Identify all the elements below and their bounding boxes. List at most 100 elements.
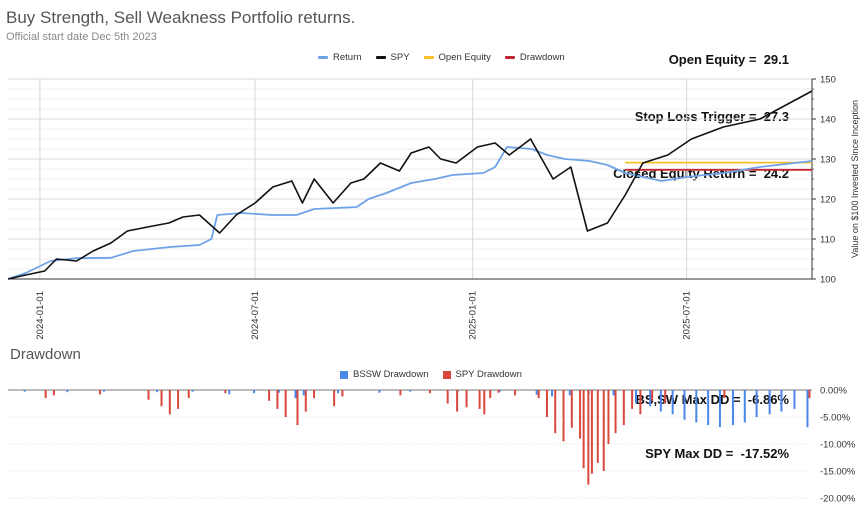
drawdown-bar: [497, 390, 500, 393]
drawdown-bar: [268, 390, 271, 401]
y-tick-label: -20.00%: [820, 494, 856, 505]
drawdown-bar: [590, 390, 593, 474]
drawdown-bar: [537, 390, 540, 399]
drawdown-bar: [651, 390, 654, 401]
drawdown-bar: [483, 390, 486, 415]
drawdown-bar: [718, 390, 721, 428]
drawdown-bar: [102, 390, 105, 392]
drawdown-bar: [399, 390, 402, 396]
series-bars-bssw-drawdown: [23, 390, 809, 428]
drawdown-bar: [631, 390, 634, 409]
y-tick-label: 140: [820, 115, 836, 126]
drawdown-bar: [277, 390, 280, 393]
drawdown-bar: [568, 390, 571, 396]
drawdown-bar: [671, 390, 674, 415]
line-chart-grid: [8, 78, 812, 280]
drawdown-bar: [228, 390, 231, 395]
y-tick-label: 150: [820, 75, 836, 86]
series-line-return: [7, 146, 813, 280]
legend-label: SPY Drawdown: [455, 369, 522, 380]
y-tick-label: 130: [820, 155, 836, 166]
drawdown-section-title: Drawdown: [10, 346, 81, 363]
legend-item-spy[interactable]: SPY: [375, 52, 410, 63]
legend-label: Return: [333, 52, 362, 63]
y-tick-label: 0.00%: [820, 386, 847, 397]
drawdown-bar: [187, 390, 190, 399]
drawdown-bar: [337, 390, 340, 394]
stop-loss-stat: Stop Loss Trigger = 27.3: [634, 109, 789, 124]
drawdown-bar: [313, 390, 316, 399]
drawdown-bar: [535, 390, 538, 395]
drawdown-bar: [596, 390, 599, 463]
drawdown-bar: [612, 390, 615, 396]
legend-swatch: [423, 56, 434, 59]
stat-value: -6.86%: [747, 392, 789, 407]
legend-item-open-equity[interactable]: Open Equity: [423, 52, 491, 63]
legend-swatch: [442, 370, 451, 379]
drawdown-bar: [499, 390, 502, 392]
y-tick-label: -10.00%: [820, 440, 856, 451]
drawdown-bar: [52, 390, 55, 396]
drawdown-bar: [664, 390, 667, 404]
legend-label: BSSW Drawdown: [353, 369, 429, 380]
drawdown-bar: [607, 390, 610, 444]
drawdown-bar: [639, 390, 642, 415]
open-equity-stat: Open Equity = 29.1: [668, 52, 789, 67]
drawdown-bar: [768, 390, 771, 415]
legend-swatch: [340, 370, 348, 379]
drawdown-legend: BSSW Drawdown SPY Drawdown: [340, 369, 522, 380]
legend-label: Open Equity: [438, 52, 491, 63]
drawdown-bar: [780, 390, 783, 412]
drawdown-bar: [177, 390, 180, 409]
drawdown-bar: [731, 390, 734, 426]
drawdown-bar: [478, 390, 481, 409]
y-tick-label: -5.00%: [820, 413, 851, 424]
drawdown-bar: [465, 390, 468, 408]
chart-title: Buy Strength, Sell Weakness Portfolio re…: [6, 8, 356, 27]
series-line-spy: [7, 90, 813, 280]
drawdown-bar: [551, 390, 554, 397]
legend-item-spy-drawdown[interactable]: SPY Drawdown: [442, 369, 522, 380]
legend-swatch: [504, 56, 515, 59]
drawdown-bar: [743, 390, 746, 423]
series-bars-spy-drawdown: [44, 390, 811, 485]
legend-item-drawdown[interactable]: Drawdown: [504, 52, 565, 63]
drawdown-bar: [304, 390, 307, 412]
drawdown-bar: [489, 390, 492, 399]
drawdown-bar: [579, 390, 582, 439]
drawdown-bar: [276, 390, 279, 409]
stat-label: Stop Loss Trigger: [634, 109, 746, 124]
drawdown-bar: [562, 390, 565, 442]
drawdown-bar: [168, 390, 171, 415]
legend-swatch: [375, 56, 386, 59]
drawdown-bar: [341, 390, 344, 397]
x-tick-label: 2025-07-01: [682, 291, 693, 340]
drawdown-bar: [191, 390, 194, 392]
drawdown-bar: [378, 390, 381, 393]
chart-subtitle: Official start date Dec 5th 2023: [6, 31, 157, 43]
drawdown-bar: [808, 390, 811, 399]
drawdown-bar: [582, 390, 585, 469]
drawdown-bar: [446, 390, 449, 404]
drawdown-bar: [554, 390, 557, 434]
legend-label: SPY: [390, 52, 410, 63]
legend-swatch: [318, 56, 328, 59]
drawdown-bar: [294, 390, 297, 399]
drawdown-bar: [428, 390, 431, 394]
y-tick-label: 110: [820, 235, 835, 246]
y-tick-label: 120: [820, 195, 836, 206]
legend-item-bssw-drawdown[interactable]: BSSW Drawdown: [340, 369, 429, 380]
x-tick-label: 2024-07-01: [250, 291, 261, 340]
drawdown-bar: [147, 390, 150, 400]
stat-label: SPY Max DD: [645, 446, 723, 461]
drawdown-bar: [66, 390, 69, 393]
x-tick-label: 2024-01-01: [35, 291, 46, 340]
drawdown-bar: [302, 390, 305, 396]
drawdown-bar: [514, 390, 517, 396]
drawdown-bar: [333, 390, 336, 407]
legend-label: Drawdown: [519, 52, 565, 63]
y-axis-title: Value on $100 Invested Since Inception: [850, 100, 860, 258]
drawdown-bar: [695, 390, 698, 423]
legend-item-return[interactable]: Return: [318, 52, 362, 63]
drawdown-bar: [707, 390, 710, 426]
